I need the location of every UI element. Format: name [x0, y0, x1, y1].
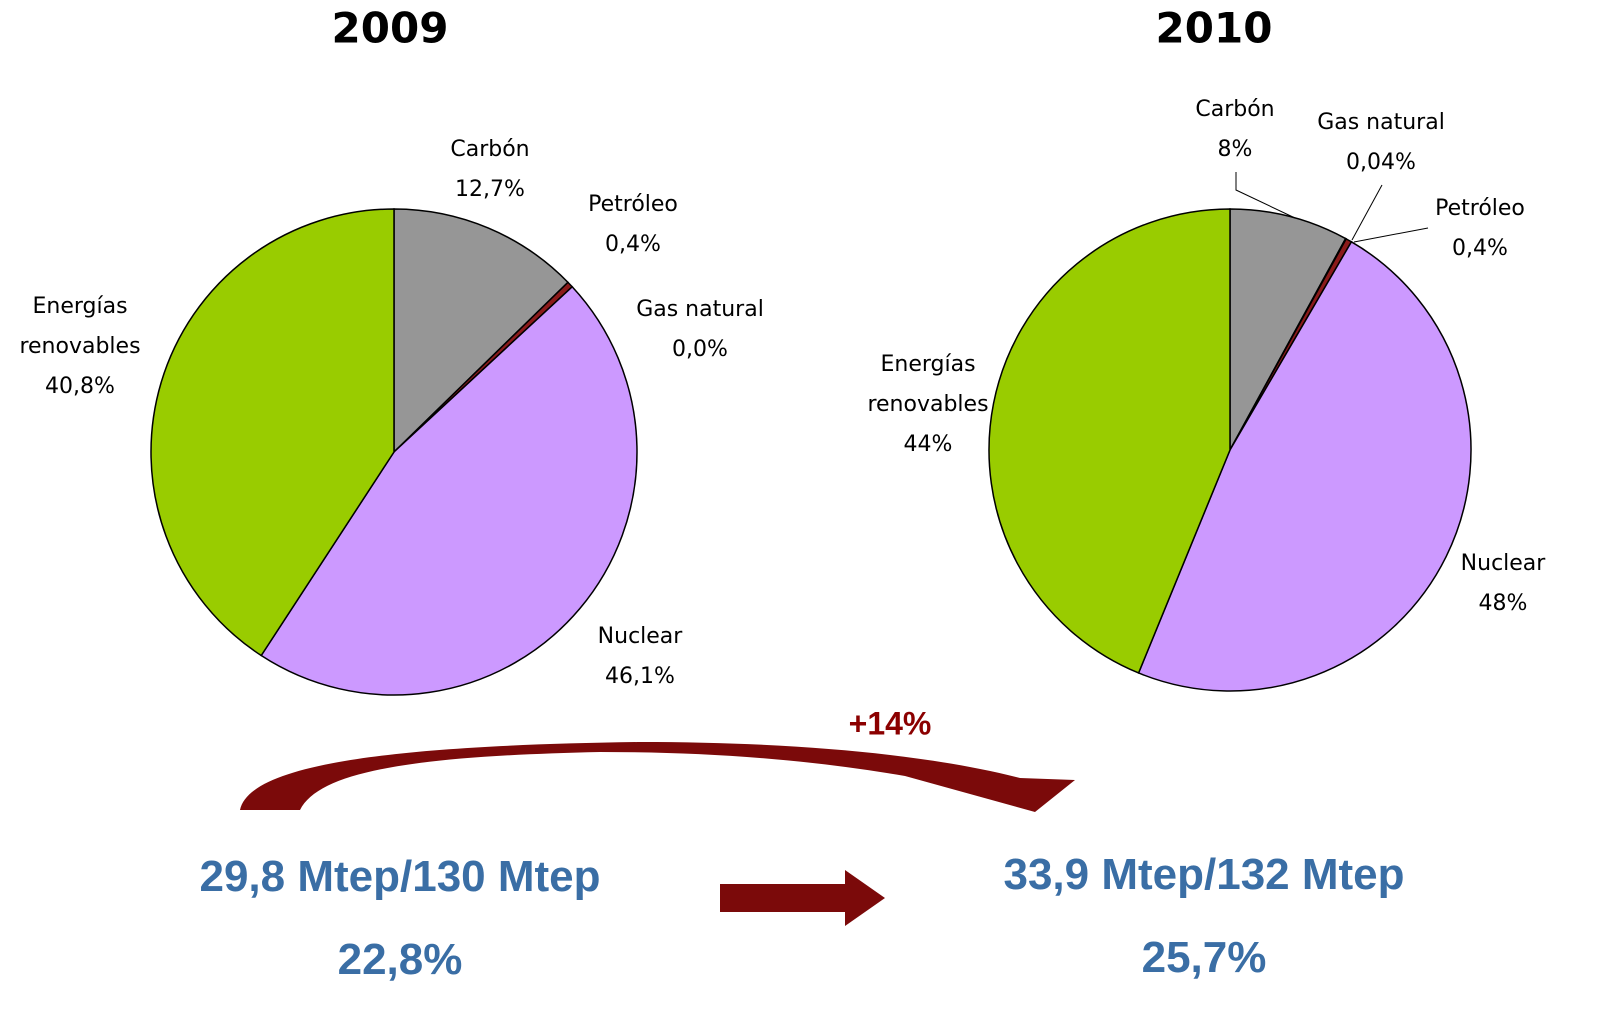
slice-label: Energías renovables 44%: [853, 345, 1003, 465]
slice-label: Petróleo 0,4%: [588, 185, 678, 265]
slice-label: Carbón 12,7%: [450, 130, 529, 210]
slice-label: Petróleo 0,4%: [1435, 189, 1525, 269]
value-label: 8%: [1217, 137, 1253, 162]
value-label: 0,0%: [672, 337, 728, 362]
value-label: 0,04%: [1346, 150, 1416, 175]
pie-slice: [1229, 208, 1347, 451]
value-label: 48%: [1478, 591, 1528, 616]
left-share: 22,8%: [337, 935, 463, 984]
value-label: 0,4%: [605, 232, 661, 257]
value-label: 40,8%: [45, 374, 115, 399]
left-total: 29,8 Mtep/130 Mtep: [199, 852, 601, 901]
leader-line: [1235, 172, 1296, 219]
category-name: Energías renovables: [867, 352, 989, 417]
pie-slice: [150, 208, 395, 657]
change-label: +14%: [848, 705, 932, 742]
curved-arrow: [240, 742, 1075, 812]
category-name: Energías renovables: [19, 294, 141, 359]
category-name: Carbón: [450, 137, 530, 162]
pie-slice: [1137, 240, 1472, 692]
pie-slice: [393, 208, 570, 454]
category-name: Nuclear: [1460, 551, 1546, 576]
pie-slice: [260, 285, 638, 696]
right-total: 33,9 Mtep/132 Mtep: [1003, 850, 1405, 899]
straight-arrow: [720, 870, 885, 926]
chart-title: 2010: [1155, 3, 1273, 53]
right-share: 25,7%: [1141, 933, 1267, 982]
leader-line: [1351, 184, 1383, 241]
slice-label: Gas natural 0,04%: [1317, 103, 1445, 183]
value-label: 0,4%: [1452, 236, 1508, 261]
chart-title: 2009: [331, 3, 449, 53]
category-name: Petróleo: [1435, 196, 1525, 221]
value-label: 46,1%: [605, 664, 675, 689]
slice-label: Energías renovables 40,8%: [5, 287, 155, 407]
value-label: 12,7%: [455, 177, 525, 202]
category-name: Nuclear: [597, 624, 683, 649]
value-label: 44%: [903, 432, 953, 457]
pie-slice: [988, 208, 1231, 674]
slice-label: Gas natural 0,0%: [636, 290, 764, 370]
category-name: Gas natural: [636, 297, 764, 322]
category-name: Gas natural: [1317, 110, 1445, 135]
slice-label: Carbón 8%: [1195, 90, 1274, 170]
slice-label: Nuclear 46,1%: [598, 617, 683, 697]
category-name: Carbón: [1195, 97, 1275, 122]
category-name: Petróleo: [588, 192, 678, 217]
leader-line: [1353, 227, 1429, 243]
slice-label: Nuclear 48%: [1461, 544, 1546, 624]
